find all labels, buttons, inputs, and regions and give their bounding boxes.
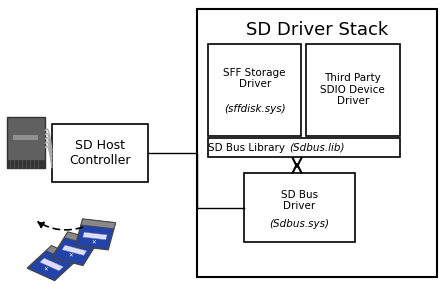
Bar xyxy=(40,258,63,271)
Text: SD Host
Controller: SD Host Controller xyxy=(69,139,131,167)
Text: ✕: ✕ xyxy=(91,240,96,245)
Bar xyxy=(83,232,107,240)
Bar xyxy=(52,124,148,182)
Text: ✕: ✕ xyxy=(68,254,73,259)
Text: (sffdisk.sys): (sffdisk.sys) xyxy=(224,103,286,114)
Bar xyxy=(13,135,38,140)
Bar xyxy=(244,173,355,242)
Bar xyxy=(64,232,99,246)
Text: (Sdbus.sys): (Sdbus.sys) xyxy=(269,218,329,229)
Bar xyxy=(306,44,400,136)
Bar xyxy=(197,9,438,277)
Bar xyxy=(208,44,301,136)
Bar xyxy=(81,219,115,229)
Bar xyxy=(62,245,87,255)
Bar xyxy=(75,219,115,250)
Bar xyxy=(8,117,45,168)
Bar xyxy=(8,160,45,168)
Text: SD Bus
Driver: SD Bus Driver xyxy=(281,190,318,211)
Text: SD Bus Library: SD Bus Library xyxy=(208,143,288,153)
Bar xyxy=(52,232,99,266)
Text: SD Driver Stack: SD Driver Stack xyxy=(246,21,388,39)
Bar xyxy=(27,246,79,281)
Text: ✕: ✕ xyxy=(43,267,48,272)
Text: Third Party
SDIO Device
Driver: Third Party SDIO Device Driver xyxy=(320,73,385,106)
Bar xyxy=(208,138,400,158)
Text: SFF Storage
Driver: SFF Storage Driver xyxy=(224,68,286,89)
Text: (Sdbus.lib): (Sdbus.lib) xyxy=(289,143,345,153)
Bar xyxy=(46,246,79,263)
